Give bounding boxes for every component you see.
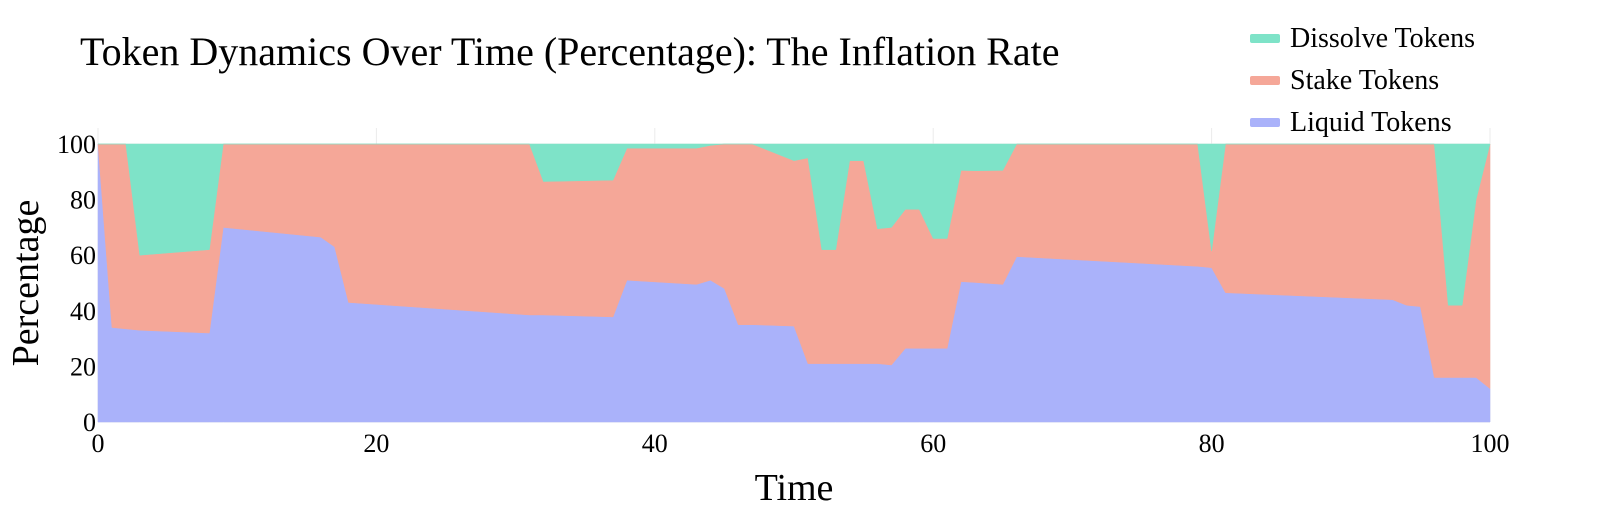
area-dissolve-tokens [98,143,1491,306]
legend-item-stake-tokens[interactable]: Stake Tokens [1250,60,1500,102]
legend-label-dissolve-tokens: Dissolve Tokens [1290,23,1475,54]
x-axis-title: Time [755,467,834,509]
y-tick-label: 80 [70,186,96,215]
legend-swatch-liquid-tokens [1250,118,1280,127]
y-axis-title: Percentage [5,200,47,367]
x-tick-label: 0 [92,429,105,458]
legend-swatch-stake-tokens [1250,76,1280,85]
legend-label-liquid-tokens: Liquid Tokens [1290,107,1452,138]
x-tick-label: 100 [1471,429,1510,458]
chart-title: Token Dynamics Over Time (Percentage): T… [80,29,1060,74]
x-tick-label: 20 [363,429,389,458]
y-tick-label: 100 [57,130,96,159]
legend-item-dissolve-tokens[interactable]: Dissolve Tokens [1250,18,1500,60]
x-tick-label: 40 [642,429,668,458]
y-tick-label: 40 [70,297,96,326]
y-tick-label: 0 [83,408,96,437]
x-tick-label: 80 [1199,429,1225,458]
legend-swatch-dissolve-tokens [1250,34,1280,43]
chart-legend: Dissolve Tokens Stake Tokens Liquid Toke… [1250,18,1500,144]
legend-item-liquid-tokens[interactable]: Liquid Tokens [1250,102,1500,144]
y-tick-label: 20 [70,352,96,381]
x-tick-label: 60 [920,429,946,458]
legend-label-stake-tokens: Stake Tokens [1290,65,1440,96]
y-tick-label: 60 [70,241,96,270]
